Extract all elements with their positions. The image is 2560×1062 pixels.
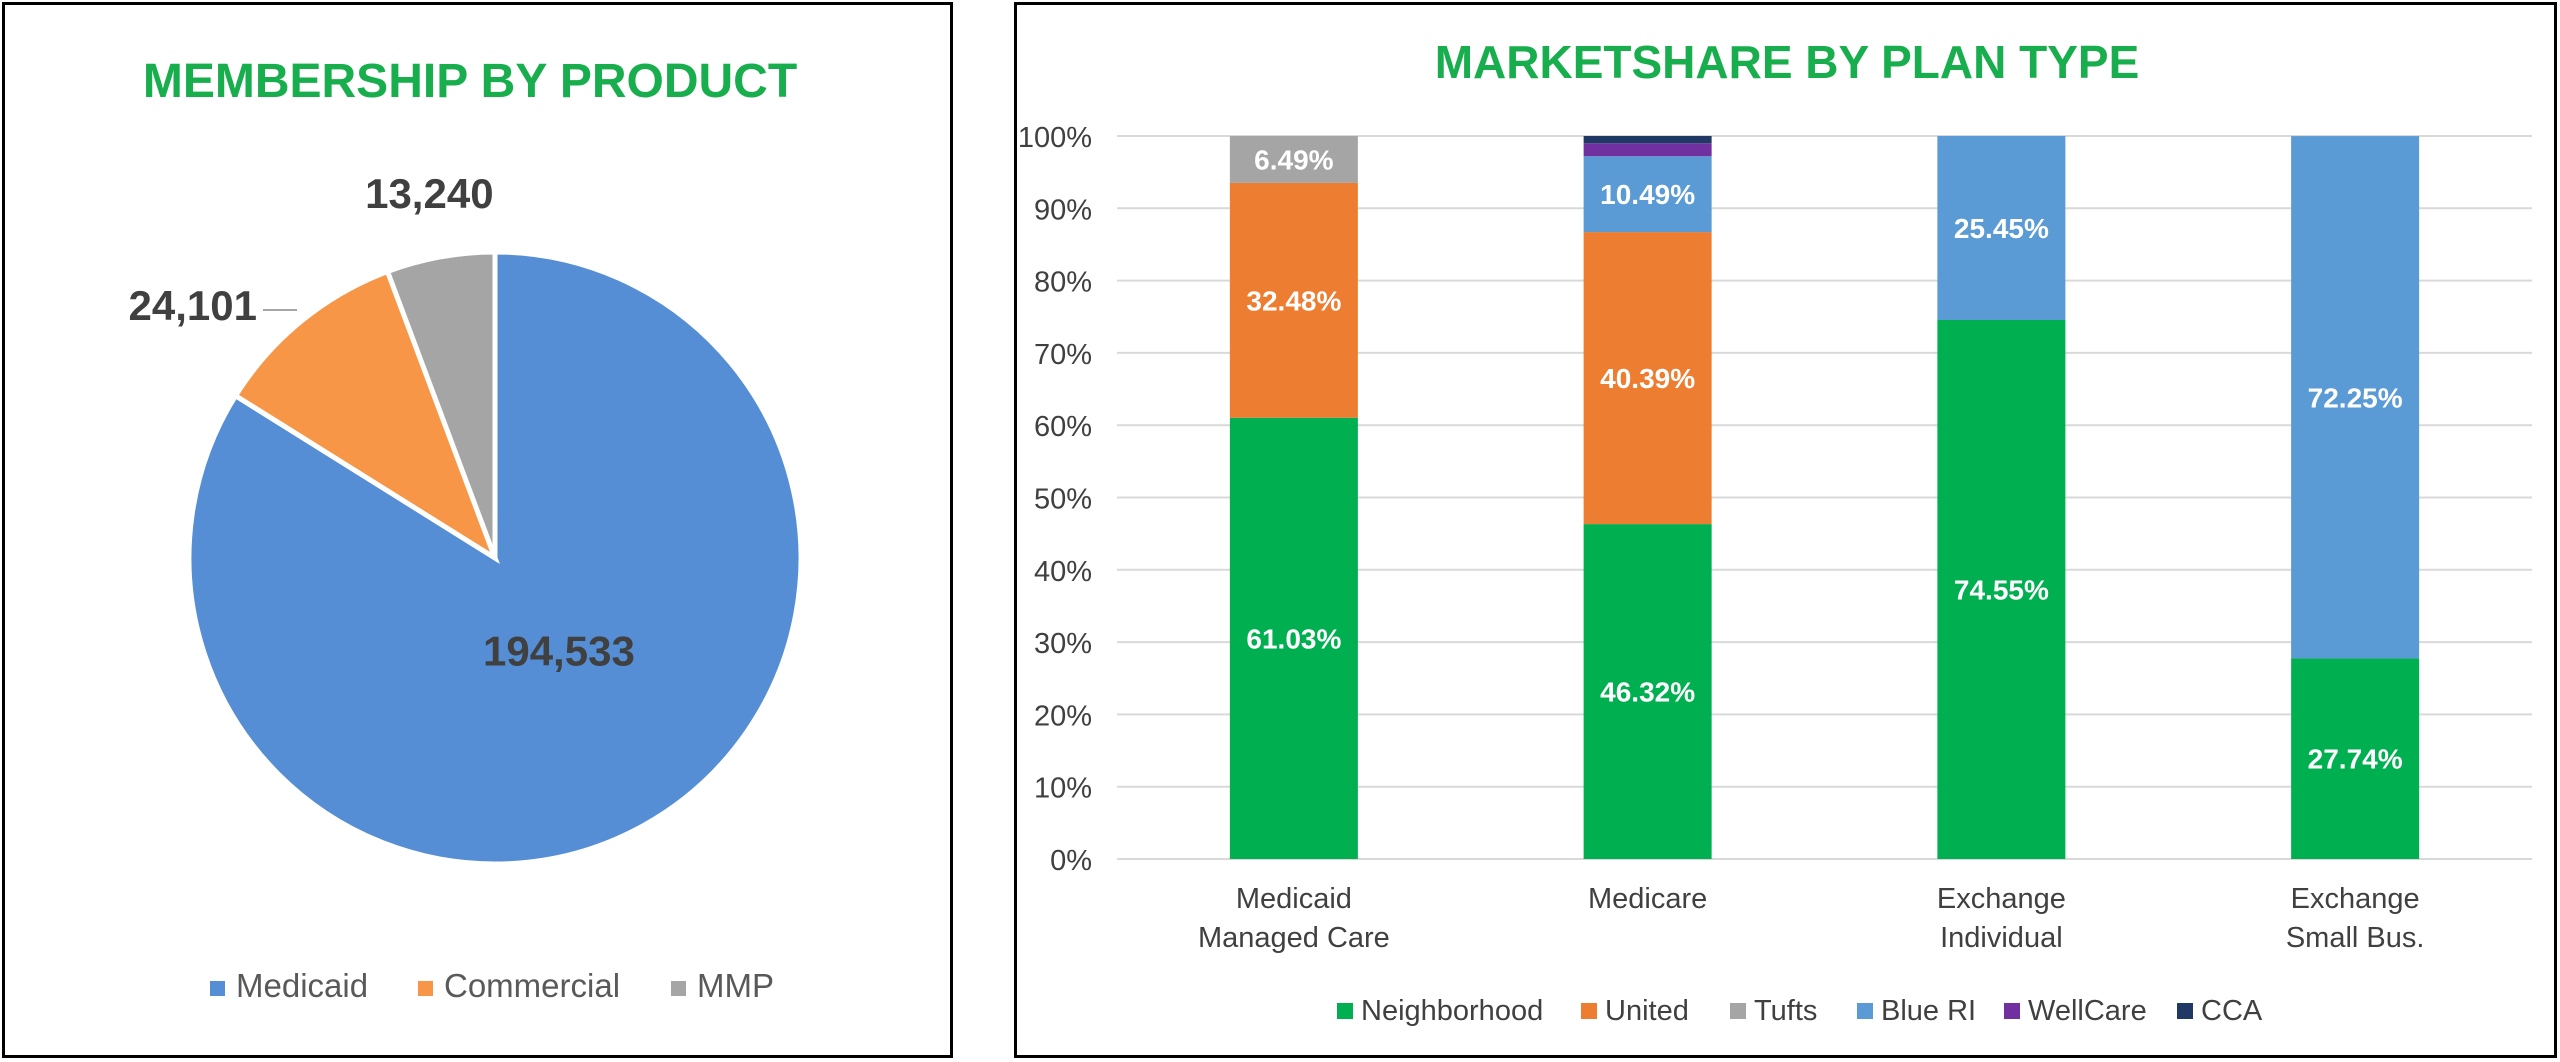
pie-chart: MEMBERSHIP BY PRODUCT 194,533 24,101 13,24… — [129, 55, 804, 1004]
pie-legend-item-medicaid: Medicaid — [210, 967, 368, 1004]
legend-swatch — [671, 981, 686, 996]
legend-swatch — [1337, 1003, 1353, 1019]
legend-swatch — [2004, 1003, 2020, 1019]
x-category-label: Exchange — [1937, 883, 2066, 915]
bar-segment-blue-ri — [1937, 136, 2066, 321]
y-tick-label: 60% — [1034, 411, 1092, 443]
y-tick-label: 70% — [1034, 339, 1092, 371]
y-tick-label: 10% — [1034, 773, 1092, 805]
y-tick-label: 50% — [1034, 484, 1092, 516]
y-tick-label: 80% — [1034, 267, 1092, 299]
x-category-label: Managed Care — [1198, 922, 1390, 954]
bar-legend-item-wellcare: WellCare — [2004, 995, 2147, 1027]
legend-label: Blue RI — [1881, 995, 1976, 1027]
bar-data-label: 25.45% — [1954, 213, 2049, 244]
bar-segment-wellcare — [1583, 143, 1712, 157]
y-tick-label: 20% — [1034, 700, 1092, 732]
legend-swatch — [1730, 1003, 1746, 1019]
bar-data-label: 10.49% — [1600, 179, 1695, 210]
pie-chart-title: MEMBERSHIP BY PRODUCT — [143, 55, 797, 108]
y-tick-label: 40% — [1034, 556, 1092, 588]
x-category-label: Medicaid — [1236, 883, 1352, 915]
pie-slice-commercial — [232, 268, 500, 565]
x-category-label: Medicare — [1588, 883, 1707, 915]
legend-label: United — [1605, 995, 1689, 1027]
bar-legend-item-blue-ri: Blue RI — [1857, 995, 1976, 1027]
pie-data-label-commercial: 24,101 — [129, 282, 257, 329]
pie-slice-mmp — [384, 249, 498, 559]
bar-data-label: 61.03% — [1246, 623, 1341, 654]
bar-segment-neighborhood — [1583, 524, 1712, 859]
legend-swatch — [1581, 1003, 1597, 1019]
legend-label: MMP — [697, 967, 774, 1004]
legend-swatch — [210, 981, 225, 996]
bar-segment-blue-ri — [2291, 136, 2420, 659]
bar-segment-cca — [1583, 136, 1712, 144]
bar-segment-neighborhood — [1229, 417, 1358, 859]
bar-data-label: 46.32% — [1600, 677, 1695, 708]
x-category-label: Individual — [1940, 922, 2063, 954]
legend-swatch — [1857, 1003, 1873, 1019]
pie-chart-panel: MEMBERSHIP BY PRODUCT 194,533 24,101 13,24… — [2, 2, 953, 1058]
y-tick-label: 100% — [1018, 122, 1092, 154]
bar-legend-item-neighborhood: Neighborhood — [1337, 995, 1543, 1027]
bar-segment-neighborhood — [2291, 658, 2420, 859]
bar-segment-united — [1229, 182, 1358, 418]
legend-swatch — [418, 981, 433, 996]
pie-legend-item-commercial: Commercial — [418, 967, 620, 1004]
bar-chart-panel: MARKETSHARE BY PLAN TYPE 0% 10% 20% 30% 40% 5… — [1014, 2, 2557, 1058]
pie-legend-item-mmp: MMP — [671, 967, 774, 1004]
y-tick-label: 90% — [1034, 194, 1092, 226]
legend-label: Tufts — [1754, 995, 1817, 1027]
legend-label: WellCare — [2028, 995, 2147, 1027]
bar-legend-item-cca: CCA — [2177, 995, 2263, 1027]
bar-chart-title: MARKETSHARE BY PLAN TYPE — [1435, 36, 2140, 88]
bar-data-label: 6.49% — [1254, 144, 1333, 175]
stacked-bar-chart: MARKETSHARE BY PLAN TYPE 0% 10% 20% 30% 40% 5… — [1018, 36, 2532, 1027]
y-tick-label: 0% — [1050, 845, 1092, 877]
bar-data-label: 27.74% — [2308, 744, 2403, 775]
bar-legend-item-tufts: Tufts — [1730, 995, 1817, 1027]
legend-label: CCA — [2201, 995, 2263, 1027]
legend-swatch — [2177, 1003, 2193, 1019]
bar-segment-tufts — [1229, 136, 1358, 183]
bar-legend-item-united: United — [1581, 995, 1689, 1027]
pie-data-label-medicaid: 194,533 — [483, 628, 635, 675]
legend-label: Medicaid — [236, 967, 368, 1004]
bar-data-label: 40.39% — [1600, 363, 1695, 394]
legend-label: Commercial — [444, 967, 620, 1004]
bar-data-label: 74.55% — [1954, 575, 2049, 606]
bar-segment-neighborhood — [1937, 320, 2066, 859]
bar-segment-united — [1583, 232, 1712, 525]
y-tick-label: 30% — [1034, 628, 1092, 660]
bar-data-label: 72.25% — [2308, 382, 2403, 413]
bar-data-label: 32.48% — [1246, 285, 1341, 316]
x-category-label: Exchange — [2291, 883, 2420, 915]
pie-data-label-mmp: 13,240 — [365, 170, 493, 217]
x-category-label: Small Bus. — [2286, 922, 2425, 954]
bar-segment-blue-ri — [1583, 156, 1712, 233]
legend-label: Neighborhood — [1361, 995, 1543, 1027]
